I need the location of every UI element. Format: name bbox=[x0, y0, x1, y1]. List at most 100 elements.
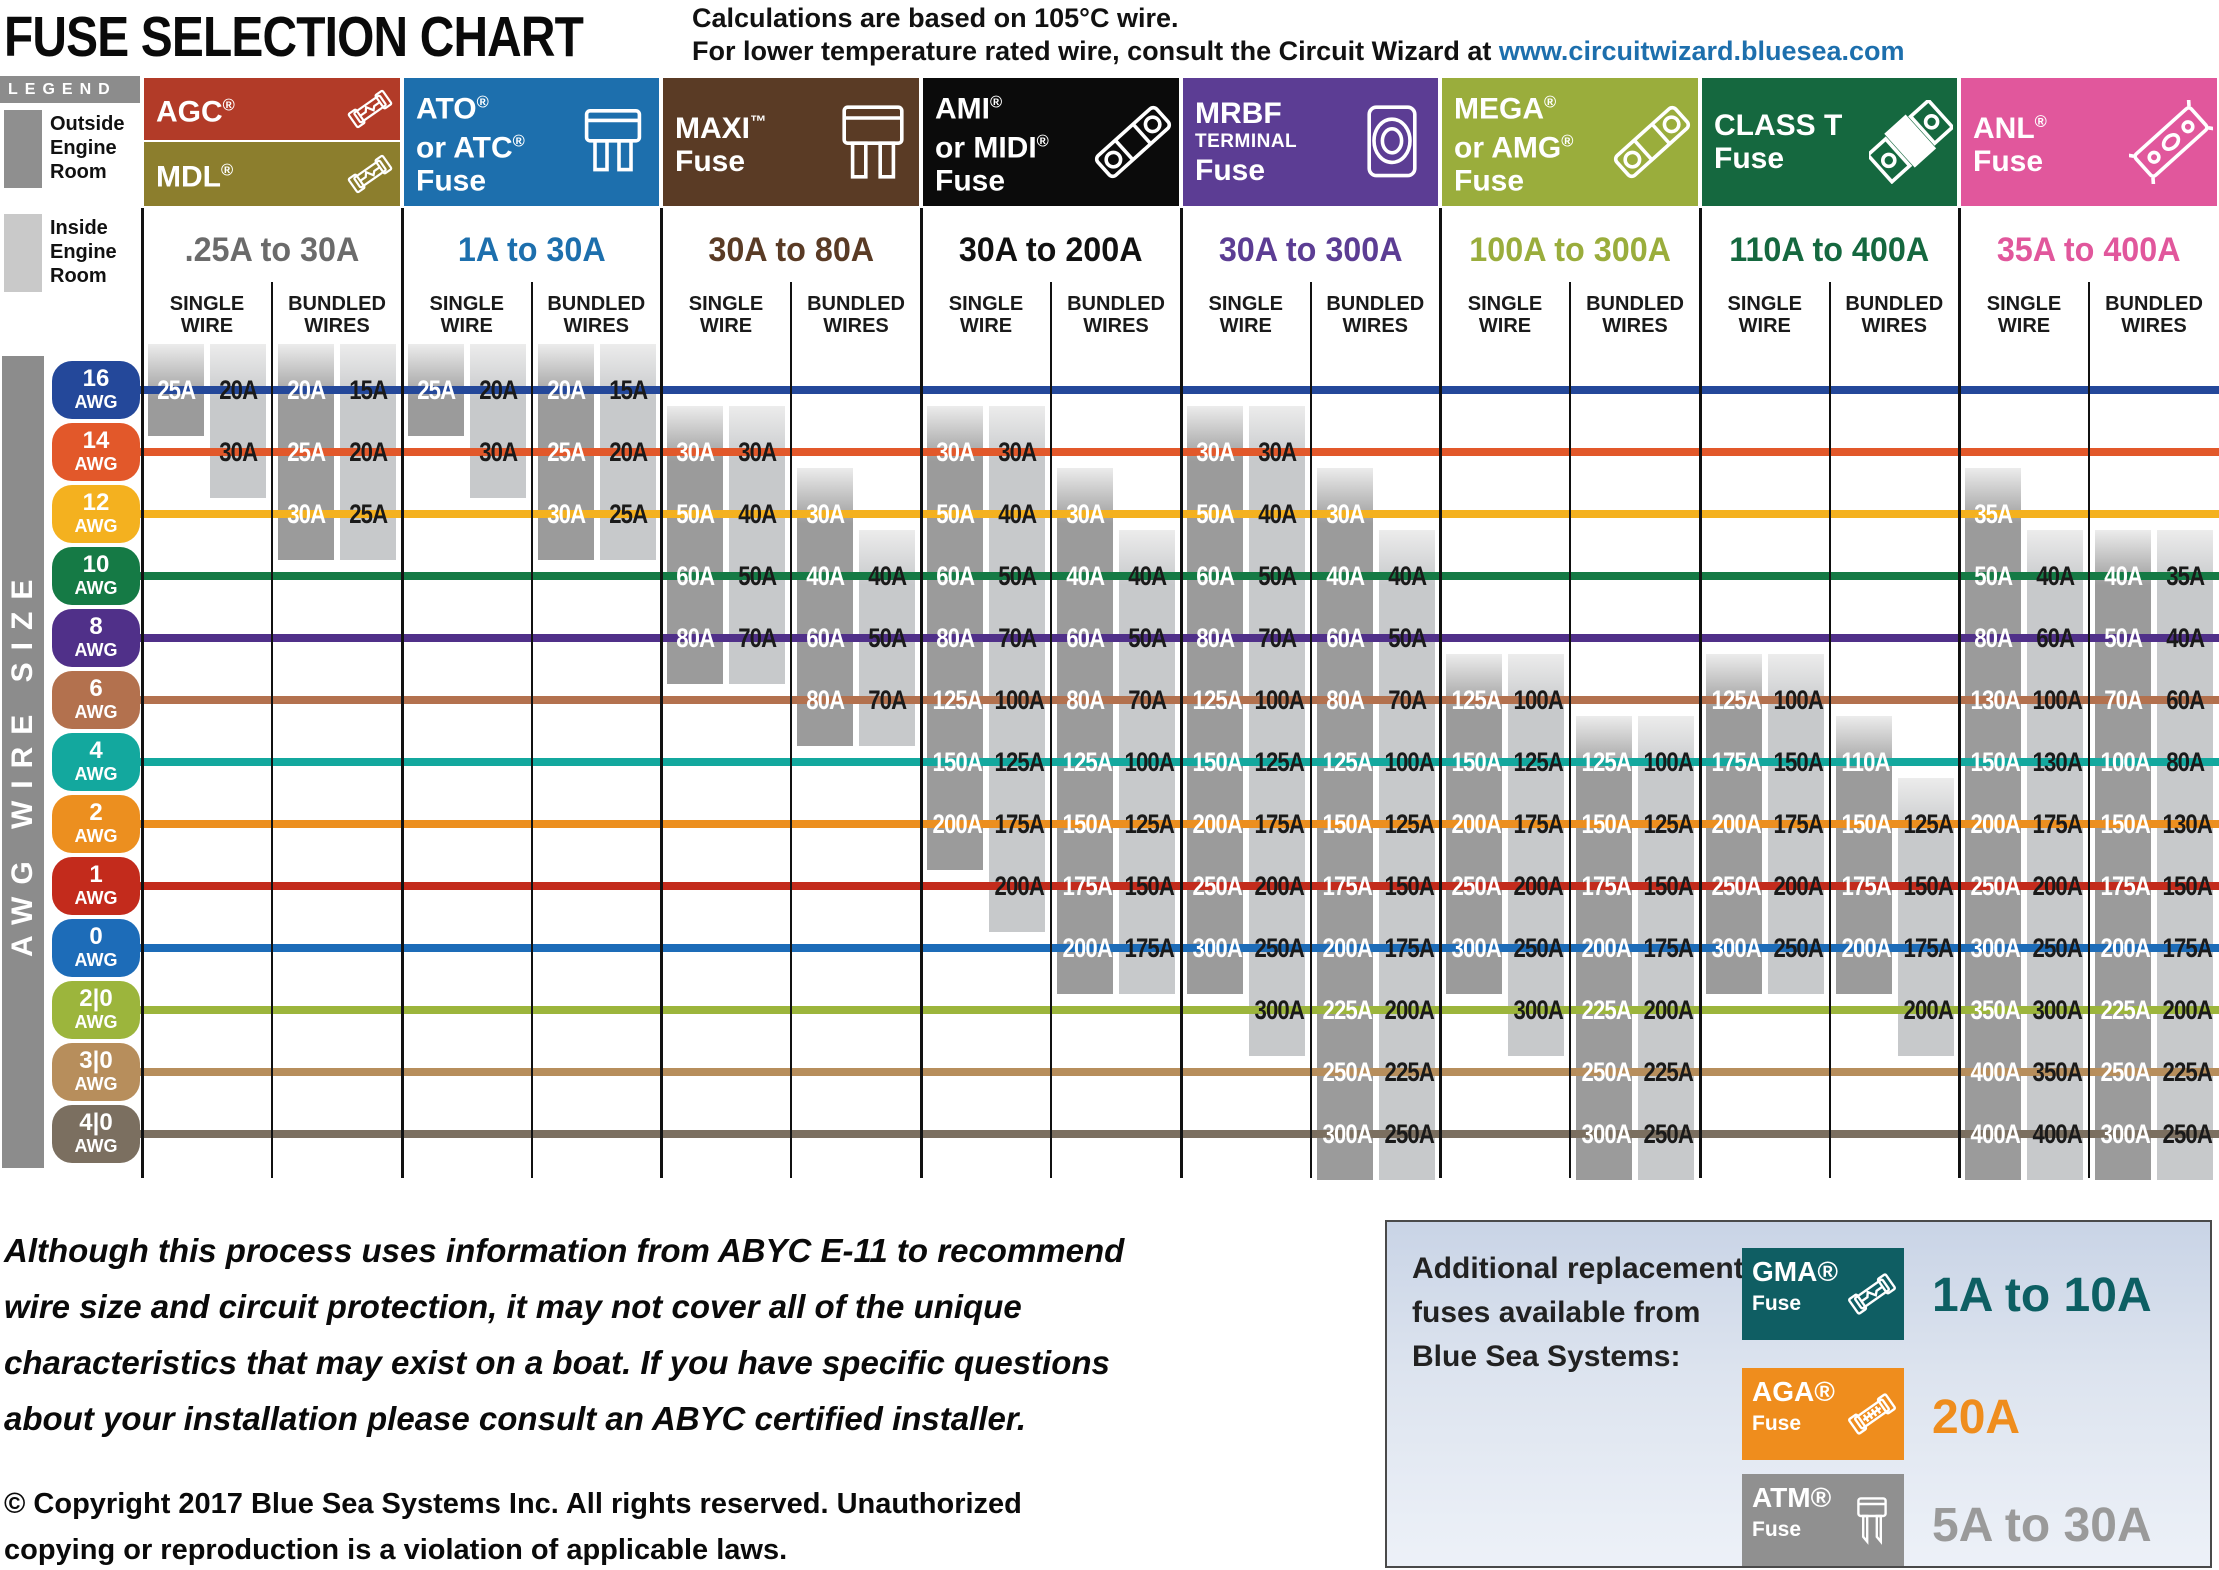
column-divider bbox=[141, 208, 144, 1178]
amp-value: 400A bbox=[1970, 1119, 2021, 1149]
amp-value: 225A bbox=[1322, 995, 1373, 1025]
amp-value: 100A bbox=[1124, 747, 1175, 777]
amp-value: 125A bbox=[932, 685, 983, 715]
amp-value: 100A bbox=[1384, 747, 1435, 777]
amp-value: 175A bbox=[2032, 809, 2083, 839]
amp-value: 200A bbox=[932, 809, 983, 839]
amp-value: 150A bbox=[2162, 871, 2213, 901]
amp-value: 50A bbox=[997, 561, 1037, 591]
awg-axis-bar: AWG WIRE SIZE bbox=[2, 356, 44, 1168]
amp-value: 80A bbox=[2165, 747, 2205, 777]
amp-value: 25A bbox=[156, 375, 196, 405]
amp-value: 150A bbox=[2100, 809, 2151, 839]
amp-range-maxi: 30A to 80A bbox=[708, 231, 874, 269]
amp-value: 200A bbox=[1254, 871, 1305, 901]
amp-value: 70A bbox=[737, 623, 777, 653]
amp-value: 40A bbox=[1127, 561, 1167, 591]
amp-value: 20A bbox=[608, 437, 648, 467]
glass-fuse-icon bbox=[1848, 1273, 1896, 1315]
amp-value: 100A bbox=[1773, 685, 1824, 715]
awg-size: 6 bbox=[89, 675, 103, 702]
amp-value: 80A bbox=[805, 685, 845, 715]
note-line-2: For lower temperature rated wire, consul… bbox=[692, 36, 1905, 67]
replacement-intro-line: fuses available from bbox=[1412, 1296, 1701, 1329]
amp-value: 150A bbox=[1384, 871, 1435, 901]
awg-unit: AWG bbox=[74, 578, 118, 598]
awg-badge-6: 6 AWG bbox=[52, 671, 140, 729]
amp-value: 200A bbox=[1192, 809, 1243, 839]
column-divider bbox=[401, 208, 404, 1178]
amp-value: 15A bbox=[348, 375, 388, 405]
amp-value: 300A bbox=[1711, 933, 1762, 963]
legend-inside-label: Inside Engine Room bbox=[50, 217, 117, 287]
amp-value: 20A bbox=[546, 375, 586, 405]
amp-range-agc-mdl: .25A to 30A bbox=[184, 231, 360, 269]
subcolumn-divider bbox=[1050, 282, 1052, 1178]
amp-value: 60A bbox=[2035, 623, 2075, 653]
amp-value: 225A bbox=[2100, 995, 2151, 1025]
awg-badge-0: 0 AWG bbox=[52, 919, 140, 977]
fuse-header-maxi: MAXI™ Fuse bbox=[663, 78, 919, 206]
column-divider bbox=[1699, 208, 1702, 1178]
amp-value: 250A bbox=[1451, 871, 1502, 901]
amp-value: 25A bbox=[286, 437, 326, 467]
awg-badge-12: 12 AWG bbox=[52, 485, 140, 543]
range-bar-inside bbox=[989, 406, 1045, 932]
amp-value: 125A bbox=[1451, 685, 1502, 715]
amp-value: 300A bbox=[1192, 933, 1243, 963]
subheader-class-t-single: SINGLE WIRE bbox=[1727, 293, 1802, 337]
amp-value: 100A bbox=[994, 685, 1045, 715]
amp-value: 350A bbox=[1970, 995, 2021, 1025]
copyright-line: copying or reproduction is a violation o… bbox=[4, 1534, 788, 1566]
circuit-wizard-link[interactable]: www.circuitwizard.bluesea.com bbox=[1498, 36, 1905, 66]
amp-value: 30A bbox=[218, 437, 258, 467]
amp-value: 200A bbox=[1062, 933, 1113, 963]
atm-fuse-badge: ATM® Fuse bbox=[1742, 1474, 1904, 1566]
amp-value: 300A bbox=[1513, 995, 1564, 1025]
amp-value: 200A bbox=[1643, 995, 1694, 1025]
amp-value: 250A bbox=[1254, 933, 1305, 963]
subheader-ami-midi-single: SINGLE WIRE bbox=[948, 293, 1024, 337]
maxi-fuse-icon bbox=[842, 105, 904, 179]
amp-value: 250A bbox=[1970, 871, 2021, 901]
fuse-header-mega-amg: MEGA® or AMG® Fuse bbox=[1442, 78, 1698, 206]
bolt-fuse-icon bbox=[1613, 105, 1691, 179]
amp-value: 25A bbox=[546, 437, 586, 467]
awg-badge-3|0: 3|0 AWG bbox=[52, 1043, 140, 1101]
aga-fuse-sublabel: Fuse bbox=[1752, 1412, 1802, 1435]
amp-value: 30A bbox=[675, 437, 715, 467]
glass-fuse-icon bbox=[347, 154, 393, 194]
amp-value: 300A bbox=[1254, 995, 1305, 1025]
wire-line-4|0 bbox=[134, 1130, 2219, 1138]
amp-value: 175A bbox=[1254, 809, 1305, 839]
amp-value: 25A bbox=[348, 499, 388, 529]
amp-value: 300A bbox=[1581, 1119, 1632, 1149]
subheader-class-t-bundled: BUNDLED WIRES bbox=[1845, 293, 1944, 337]
amp-value: 200A bbox=[1773, 871, 1824, 901]
amp-value: 125A bbox=[1581, 747, 1632, 777]
amp-value: 100A bbox=[1513, 685, 1564, 715]
amp-value: 400A bbox=[1970, 1057, 2021, 1087]
awg-unit: AWG bbox=[74, 392, 118, 412]
amp-value: 70A bbox=[1387, 685, 1427, 715]
subheader-anl-bundled: BUNDLED WIRES bbox=[2105, 293, 2203, 337]
amp-value: 125A bbox=[1124, 809, 1175, 839]
amp-value: 40A bbox=[2103, 561, 2143, 591]
awg-size: 0 bbox=[89, 923, 103, 950]
awg-size: 10 bbox=[82, 551, 110, 578]
subcolumn-divider bbox=[271, 282, 273, 1178]
amp-value: 125A bbox=[1384, 809, 1435, 839]
wire-line-4 bbox=[134, 758, 2219, 766]
amp-value: 150A bbox=[1062, 809, 1113, 839]
note-line-1: Calculations are based on 105°C wire. bbox=[692, 3, 1179, 33]
amp-value: 250A bbox=[1192, 871, 1243, 901]
amp-value: 30A bbox=[737, 437, 777, 467]
amp-value: 100A bbox=[1254, 685, 1305, 715]
fuse-header-label: MAXI™ Fuse bbox=[675, 112, 767, 178]
amp-value: 20A bbox=[348, 437, 388, 467]
amp-value: 20A bbox=[478, 375, 518, 405]
awg-size: 2|0 bbox=[79, 985, 113, 1012]
awg-badge-2: 2 AWG bbox=[52, 795, 140, 853]
amp-value: 300A bbox=[2032, 995, 2083, 1025]
